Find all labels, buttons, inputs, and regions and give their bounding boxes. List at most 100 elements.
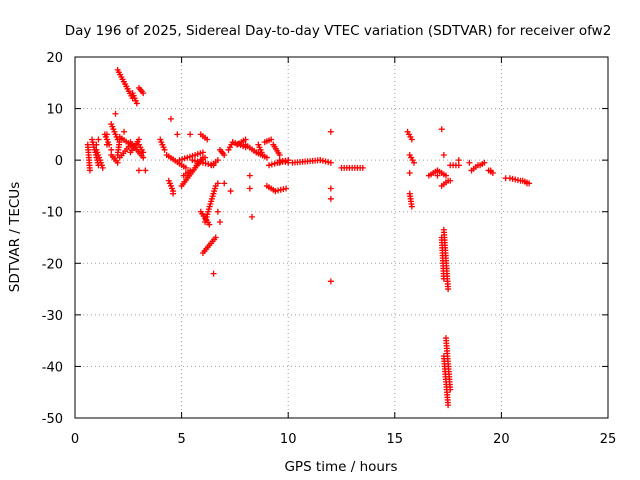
data-point bbox=[142, 167, 149, 174]
data-points bbox=[84, 66, 533, 409]
data-point bbox=[266, 162, 273, 169]
data-point bbox=[140, 90, 147, 97]
data-point bbox=[327, 159, 334, 166]
data-point bbox=[114, 159, 121, 166]
data-point bbox=[285, 157, 292, 164]
data-point bbox=[221, 151, 228, 158]
data-point bbox=[487, 167, 494, 174]
data-point bbox=[248, 213, 255, 220]
data-point bbox=[187, 167, 194, 174]
data-point bbox=[406, 170, 413, 177]
data-point bbox=[466, 159, 473, 166]
data-point bbox=[216, 219, 223, 226]
data-point bbox=[327, 195, 334, 202]
data-point bbox=[161, 146, 168, 153]
data-point bbox=[242, 136, 249, 143]
data-point bbox=[221, 180, 228, 187]
axis-ticks: 0 5 10 15 20 25 -50 -40 -30 -20 -10 0 10 20 bbox=[42, 51, 617, 447]
x-tick-label: 0 bbox=[71, 432, 79, 447]
grid bbox=[75, 57, 608, 418]
data-point bbox=[135, 167, 142, 174]
y-tick-label: -30 bbox=[42, 309, 63, 324]
x-tick-label: 5 bbox=[177, 432, 185, 447]
y-tick-label: 0 bbox=[55, 154, 63, 169]
data-point bbox=[410, 159, 417, 166]
data-point bbox=[276, 159, 283, 166]
data-point bbox=[246, 185, 253, 192]
y-tick-label: 20 bbox=[46, 51, 63, 66]
data-point bbox=[279, 158, 286, 165]
data-point bbox=[93, 141, 100, 148]
data-point bbox=[108, 146, 115, 153]
data-point bbox=[112, 110, 119, 117]
data-point bbox=[187, 131, 194, 138]
data-point bbox=[140, 149, 147, 156]
data-point bbox=[206, 221, 213, 228]
data-point bbox=[455, 162, 462, 169]
data-point bbox=[327, 128, 334, 135]
y-tick-label: -50 bbox=[42, 412, 63, 427]
y-tick-label: -40 bbox=[42, 360, 63, 375]
y-axis-label: SDTVAR / TECUs bbox=[7, 182, 23, 292]
chart-title: Day 196 of 2025, Sidereal Day-to-day VTE… bbox=[65, 23, 612, 39]
y-tick-label: -20 bbox=[42, 257, 63, 272]
data-point bbox=[445, 286, 452, 293]
data-point bbox=[523, 180, 530, 187]
data-point bbox=[445, 402, 452, 409]
data-point bbox=[86, 167, 93, 174]
data-point bbox=[359, 164, 366, 171]
data-point bbox=[447, 177, 454, 184]
data-point bbox=[455, 157, 462, 164]
x-tick-label: 10 bbox=[280, 432, 297, 447]
data-point bbox=[263, 154, 270, 161]
data-point bbox=[268, 136, 275, 143]
data-point bbox=[214, 208, 221, 215]
data-point bbox=[174, 131, 181, 138]
data-point bbox=[481, 159, 488, 166]
data-point bbox=[268, 161, 275, 168]
data-point bbox=[202, 154, 209, 161]
data-point bbox=[182, 164, 189, 171]
data-point bbox=[408, 136, 415, 143]
data-point bbox=[283, 185, 290, 192]
data-point bbox=[502, 175, 509, 182]
data-point bbox=[214, 180, 221, 187]
data-point bbox=[271, 160, 278, 167]
data-point bbox=[212, 234, 219, 241]
data-point bbox=[440, 151, 447, 158]
data-point bbox=[167, 115, 174, 122]
data-point bbox=[227, 188, 234, 195]
data-point bbox=[282, 158, 289, 165]
data-point bbox=[170, 190, 177, 197]
data-point bbox=[210, 270, 217, 277]
data-point bbox=[327, 185, 334, 192]
data-point bbox=[327, 278, 334, 285]
data-point bbox=[127, 141, 134, 148]
data-point bbox=[99, 164, 106, 171]
data-point bbox=[259, 151, 266, 158]
x-tick-label: 25 bbox=[600, 432, 617, 447]
x-tick-label: 20 bbox=[493, 432, 510, 447]
data-point bbox=[103, 141, 110, 148]
data-point bbox=[246, 172, 253, 179]
data-point bbox=[442, 172, 449, 179]
y-tick-label: -10 bbox=[42, 206, 63, 221]
data-point bbox=[199, 149, 206, 156]
data-point bbox=[95, 136, 102, 143]
data-point bbox=[204, 136, 211, 143]
data-point bbox=[276, 151, 283, 158]
data-point bbox=[103, 131, 110, 138]
data-point bbox=[434, 172, 441, 179]
y-tick-label: 10 bbox=[46, 103, 63, 118]
plot-frame bbox=[74, 56, 609, 419]
data-point bbox=[408, 203, 415, 210]
data-point bbox=[440, 275, 447, 282]
data-point bbox=[214, 157, 221, 164]
x-tick-label: 15 bbox=[387, 432, 404, 447]
data-point bbox=[438, 126, 445, 133]
data-point bbox=[133, 100, 140, 107]
x-axis-label: GPS time / hours bbox=[284, 459, 397, 475]
data-point bbox=[121, 128, 128, 135]
data-point bbox=[140, 154, 147, 161]
